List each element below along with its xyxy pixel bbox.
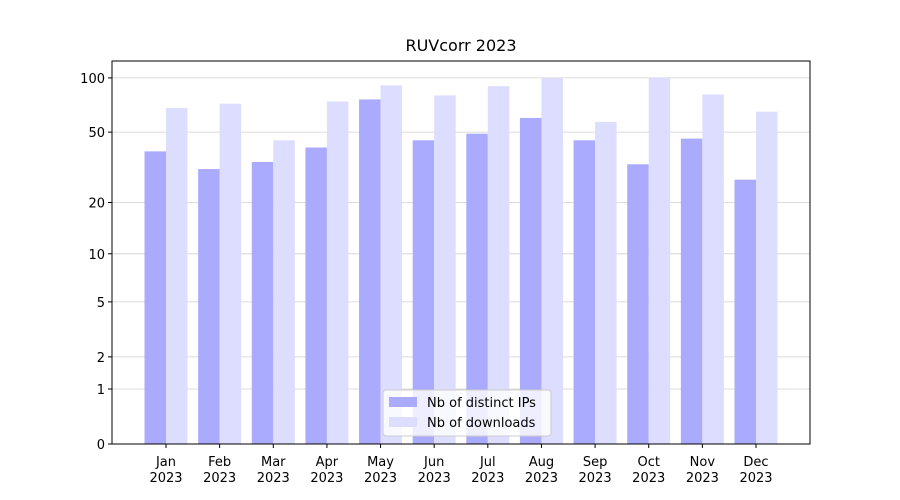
x-tick-label: Jul 2023 — [471, 455, 504, 486]
bar — [466, 133, 488, 444]
bar — [434, 95, 456, 444]
legend-box — [382, 389, 552, 437]
bar — [326, 101, 349, 445]
plot-frame — [111, 60, 811, 445]
bar — [573, 140, 596, 444]
bar — [756, 111, 778, 445]
bar — [166, 108, 188, 444]
bar — [219, 103, 242, 445]
legend-label: Nb of downloads — [427, 416, 536, 431]
x-tick-label: Sep 2023 — [579, 455, 612, 486]
y-tick-label: 100 — [80, 72, 105, 87]
chart-title: RUVcorr 2023 — [405, 36, 516, 55]
bar — [487, 86, 510, 444]
bar — [359, 99, 381, 445]
bar — [144, 151, 166, 444]
bar — [680, 138, 703, 445]
x-tick-label: Mar 2023 — [257, 455, 290, 486]
legend: Nb of distinct IPs Nb of downloads — [382, 389, 552, 437]
y-tick-label: 10 — [88, 248, 105, 263]
legend-swatch — [389, 417, 417, 427]
x-tick-label: Oct 2023 — [632, 455, 665, 486]
y-tick-label: 5 — [97, 296, 105, 311]
bar — [519, 117, 542, 444]
bar — [595, 121, 617, 444]
y-tick-label: 20 — [88, 196, 105, 211]
x-tick-label: Jan 2023 — [149, 455, 182, 486]
x-tick-label: May 2023 — [364, 455, 397, 486]
y-tick-label: 2 — [97, 351, 105, 366]
y-tick-label: 1 — [97, 383, 105, 398]
legend-label: Nb of distinct IPs — [427, 396, 536, 411]
x-tick-label: Nov 2023 — [686, 455, 719, 486]
y-tick-label: 0 — [97, 438, 105, 453]
bar — [412, 140, 435, 444]
x-tick-label: Aug 2023 — [525, 455, 558, 486]
bar — [541, 77, 563, 444]
x-tick-label: Jun 2023 — [418, 455, 451, 486]
x-tick-label: Dec 2023 — [739, 455, 772, 486]
y-tick-label: 50 — [88, 126, 105, 141]
bar — [380, 85, 403, 444]
bar — [251, 161, 274, 444]
bar — [734, 179, 756, 444]
x-tick-label: Apr 2023 — [310, 455, 343, 486]
bar — [702, 94, 724, 445]
bar — [273, 140, 295, 444]
bar — [627, 164, 649, 444]
bar — [305, 147, 327, 445]
x-tick-label: Feb 2023 — [203, 455, 236, 486]
bar — [648, 77, 671, 444]
bar — [198, 169, 220, 445]
legend-swatch — [389, 397, 417, 407]
